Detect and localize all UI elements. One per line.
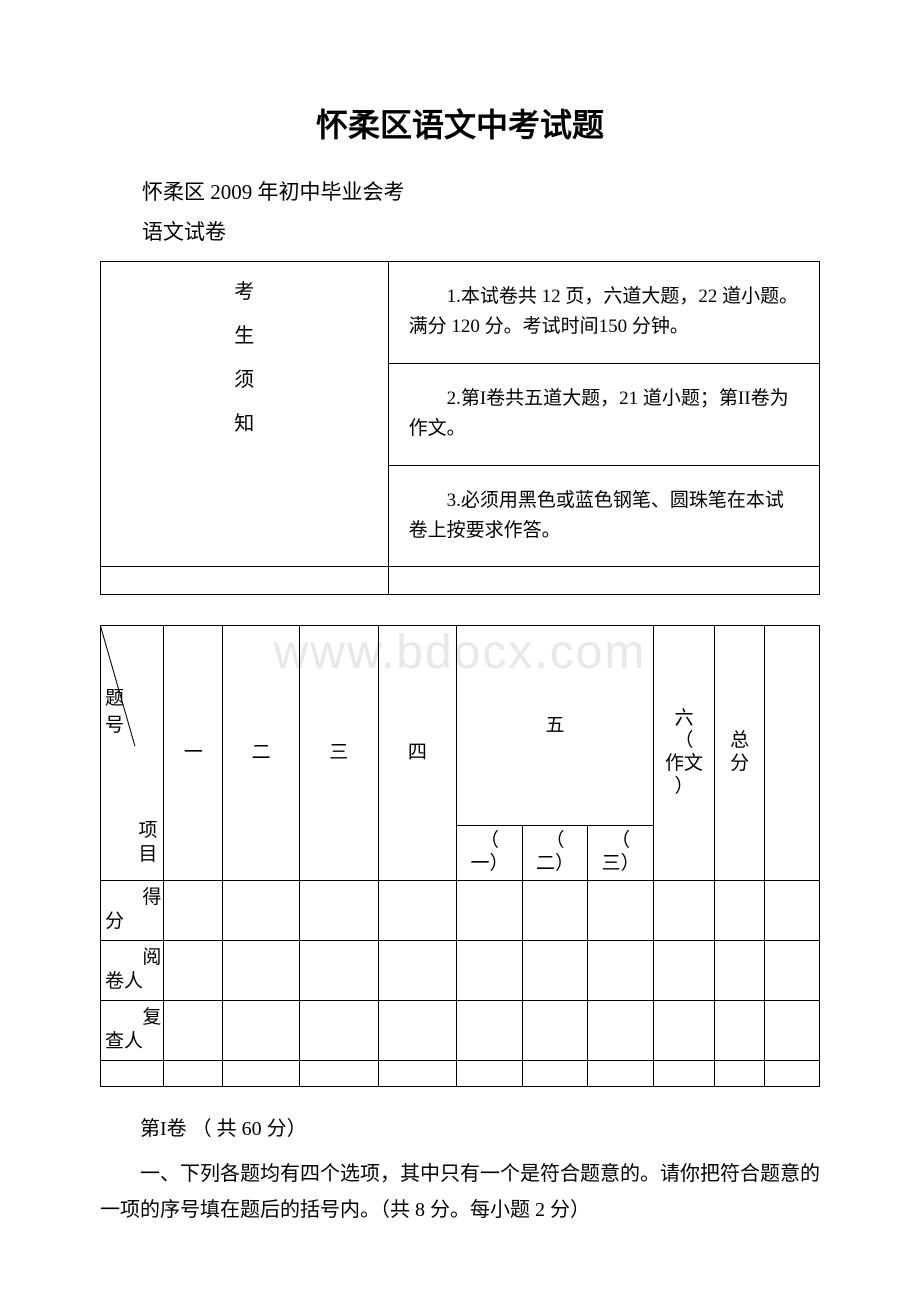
col-header-three: 三 <box>299 626 378 881</box>
checker-cell-blank <box>765 1000 820 1060</box>
score-cell-1 <box>164 880 223 940</box>
col-header-total: 总分 <box>715 626 765 881</box>
col-header-five-1: （一） <box>457 826 523 881</box>
col-header-five-2: （二） <box>522 826 588 881</box>
checker-cell-6 <box>653 1000 714 1060</box>
instructions-table: 考 生 须 知 1.本试卷共 12 页，六道大题，22 道小题。满分 120 分… <box>100 261 820 595</box>
blank-row-cell-6 <box>522 1060 588 1086</box>
checker-cell-1 <box>164 1000 223 1060</box>
section-1-paragraph: 一、下列各题均有四个选项，其中只有一个是符合题意的。请你把符合题意的一项的序号填… <box>100 1156 820 1228</box>
instructions-blank-right <box>388 567 819 595</box>
label-char-4: 知 <box>113 402 376 446</box>
blank-row-cell-0 <box>101 1060 164 1086</box>
score-cell-blank <box>765 880 820 940</box>
checker-cell-2 <box>223 1000 299 1060</box>
page-title: 怀柔区语文中考试题 <box>100 100 820 146</box>
diag-label-top: 题号 <box>105 686 124 739</box>
row-label-reviewer: 阅 卷人 <box>101 940 164 1000</box>
instruction-row-1: 1.本试卷共 12 页，六道大题，22 道小题。满分 120 分。考试时间150… <box>388 262 819 364</box>
blank-row-cell-4 <box>378 1060 457 1086</box>
instruction-text-3: 3.必须用黑色或蓝色钢笔、圆珠笔在本试卷上按要求作答。 <box>401 474 807 559</box>
col-header-six: 六（作文） <box>653 626 714 881</box>
col-header-five-3: （三） <box>588 826 654 881</box>
blank-row-cell-3 <box>299 1060 378 1086</box>
row-label-checker: 复 查人 <box>101 1000 164 1060</box>
checker-cell-5-3 <box>588 1000 654 1060</box>
reviewer-cell-6 <box>653 940 714 1000</box>
subtitle-line-1: 怀柔区 2009 年初中毕业会考 <box>100 176 820 206</box>
score-cell-4 <box>378 880 457 940</box>
blank-row-cell-10 <box>765 1060 820 1086</box>
subtitle-line-2: 语文试卷 <box>100 216 820 246</box>
reviewer-cell-5-3 <box>588 940 654 1000</box>
blank-row-cell-9 <box>715 1060 765 1086</box>
col-header-two: 二 <box>223 626 299 881</box>
score-cell-2 <box>223 880 299 940</box>
checker-cell-4 <box>378 1000 457 1060</box>
document-content: 怀柔区语文中考试题 怀柔区 2009 年初中毕业会考 语文试卷 考 生 须 知 … <box>100 100 820 1228</box>
diagonal-header-cell: 题号 项 目 <box>101 626 164 881</box>
score-cell-6 <box>653 880 714 940</box>
reviewer-cell-3 <box>299 940 378 1000</box>
reviewer-cell-blank <box>765 940 820 1000</box>
col-header-one: 一 <box>164 626 223 881</box>
label-char-3: 须 <box>113 358 376 402</box>
score-cell-5-3 <box>588 880 654 940</box>
instruction-text-2: 2.第I卷共五道大题，21 道小题；第II卷为作文。 <box>401 372 807 457</box>
blank-row-cell-8 <box>653 1060 714 1086</box>
col-header-four: 四 <box>378 626 457 881</box>
checker-cell-5-2 <box>522 1000 588 1060</box>
score-cell-5-1 <box>457 880 523 940</box>
blank-row-cell-1 <box>164 1060 223 1086</box>
row-label-score: 得 分 <box>101 880 164 940</box>
checker-cell-total <box>715 1000 765 1060</box>
blank-row-cell-2 <box>223 1060 299 1086</box>
blank-row-cell-5 <box>457 1060 523 1086</box>
score-cell-5-2 <box>522 880 588 940</box>
reviewer-cell-total <box>715 940 765 1000</box>
instructions-label-cell: 考 生 须 知 <box>101 262 389 567</box>
checker-cell-5-1 <box>457 1000 523 1060</box>
label-char-2: 生 <box>113 314 376 358</box>
instruction-row-2: 2.第I卷共五道大题，21 道小题；第II卷为作文。 <box>388 363 819 465</box>
reviewer-cell-4 <box>378 940 457 1000</box>
diag-label-bottom: 项 目 <box>138 819 157 868</box>
score-cell-total <box>715 880 765 940</box>
col-header-five: 五 <box>457 626 654 826</box>
instruction-row-3: 3.必须用黑色或蓝色钢笔、圆珠笔在本试卷上按要求作答。 <box>388 465 819 567</box>
score-cell-3 <box>299 880 378 940</box>
section-1-heading: 第I卷 （ 共 60 分） <box>100 1112 820 1141</box>
label-char-1: 考 <box>113 270 376 314</box>
instructions-blank-left <box>101 567 389 595</box>
reviewer-cell-2 <box>223 940 299 1000</box>
score-table: 题号 项 目 一 二 三 四 五 六（作文） 总分 （一） <box>100 625 820 1087</box>
instruction-text-1: 1.本试卷共 12 页，六道大题，22 道小题。满分 120 分。考试时间150… <box>401 270 807 355</box>
checker-cell-3 <box>299 1000 378 1060</box>
col-header-blank <box>765 626 820 881</box>
reviewer-cell-5-1 <box>457 940 523 1000</box>
reviewer-cell-5-2 <box>522 940 588 1000</box>
reviewer-cell-1 <box>164 940 223 1000</box>
blank-row-cell-7 <box>588 1060 654 1086</box>
